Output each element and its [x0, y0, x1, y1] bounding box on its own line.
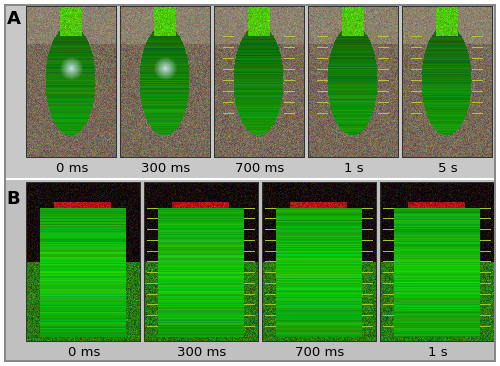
Text: A: A	[6, 11, 20, 29]
Text: 5 s: 5 s	[438, 162, 458, 175]
Text: 1 s: 1 s	[428, 346, 448, 359]
Text: 300 ms: 300 ms	[142, 162, 190, 175]
Text: B: B	[6, 190, 20, 209]
Text: 300 ms: 300 ms	[178, 346, 226, 359]
Text: 700 ms: 700 ms	[236, 162, 284, 175]
Text: 0 ms: 0 ms	[56, 162, 88, 175]
Text: 1 s: 1 s	[344, 162, 364, 175]
Text: 0 ms: 0 ms	[68, 346, 100, 359]
Text: 700 ms: 700 ms	[296, 346, 344, 359]
